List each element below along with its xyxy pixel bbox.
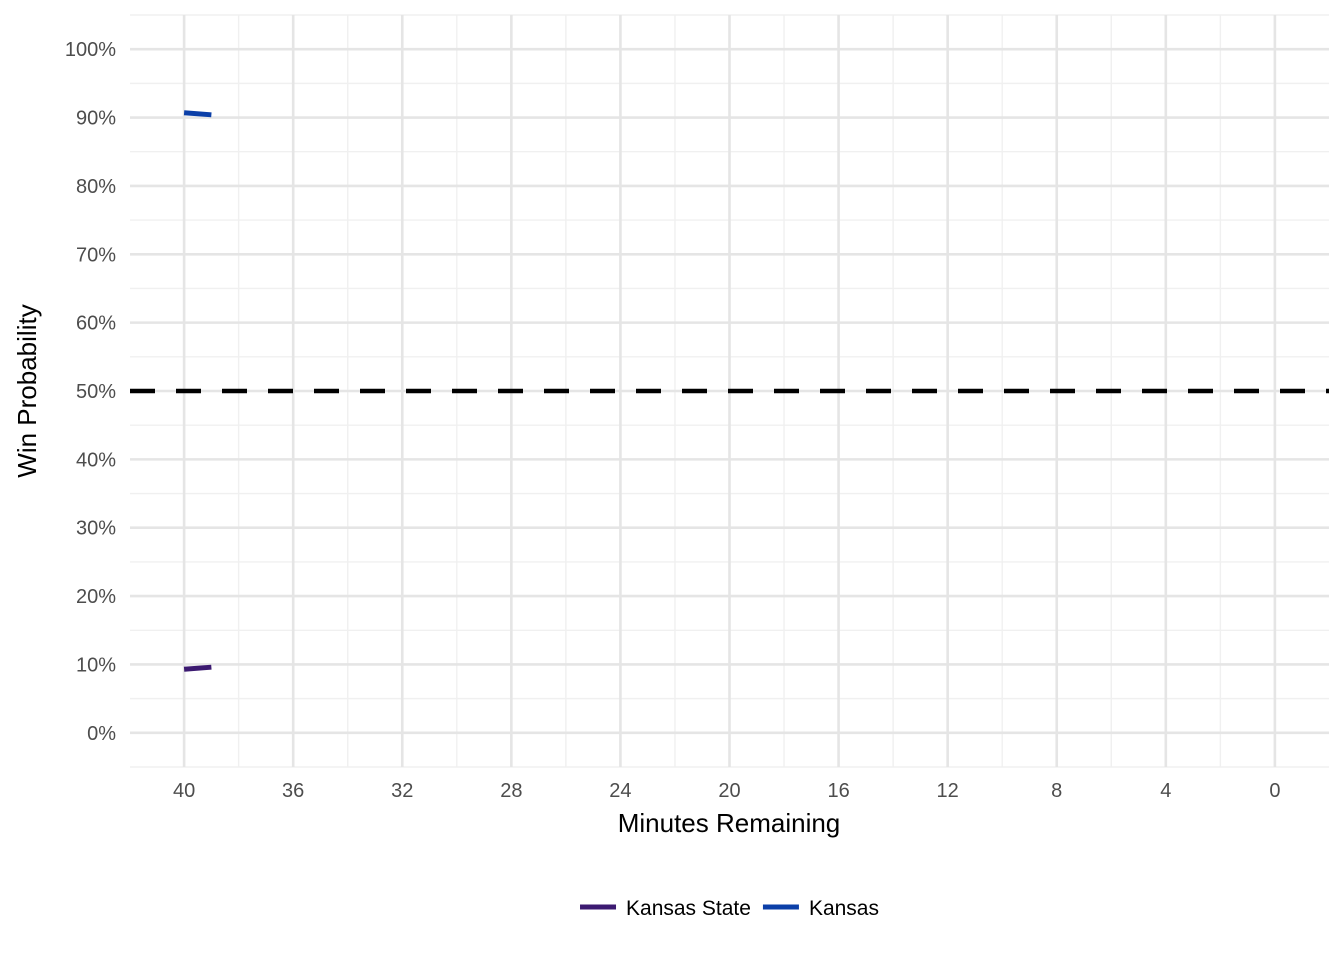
y-tick-label: 30% [76,518,116,540]
y-tick-label: 80% [76,176,116,198]
y-tick-label: 10% [76,654,116,676]
x-tick-label: 4 [1160,780,1171,802]
y-axis-title: Win Probability [12,304,42,477]
y-tick-label: 0% [87,723,116,745]
y-tick-label: 50% [76,381,116,403]
series-line-kansas-state [183,664,212,672]
x-axis-title: Minutes Remaining [618,808,841,838]
x-axis-ticks: 40 36 32 28 24 20 16 12 8 4 0 [173,780,1280,802]
y-tick-label: 20% [76,586,116,608]
legend-label-kansas-state: Kansas State [626,897,751,920]
y-tick-label: 60% [76,313,116,335]
legend-label-kansas: Kansas [809,897,879,920]
x-tick-label: 0 [1269,780,1280,802]
y-tick-label: 70% [76,244,116,266]
series-layer [183,110,212,672]
x-tick-label: 36 [282,780,304,802]
x-tick-label: 16 [827,780,849,802]
x-tick-label: 32 [391,780,413,802]
legend: Kansas State Kansas [580,897,879,920]
x-tick-label: 24 [609,780,631,802]
series-line-kansas [183,110,212,118]
y-tick-label: 100% [65,39,116,61]
x-tick-label: 12 [937,780,959,802]
y-axis-ticks: 0% 10% 20% 30% 40% 50% 60% 70% 80% 90% 100% [65,39,116,745]
x-tick-label: 20 [718,780,740,802]
y-tick-label: 40% [76,449,116,471]
y-tick-label: 90% [76,108,116,130]
x-tick-label: 28 [500,780,522,802]
x-tick-label: 8 [1051,780,1062,802]
x-tick-label: 40 [173,780,195,802]
